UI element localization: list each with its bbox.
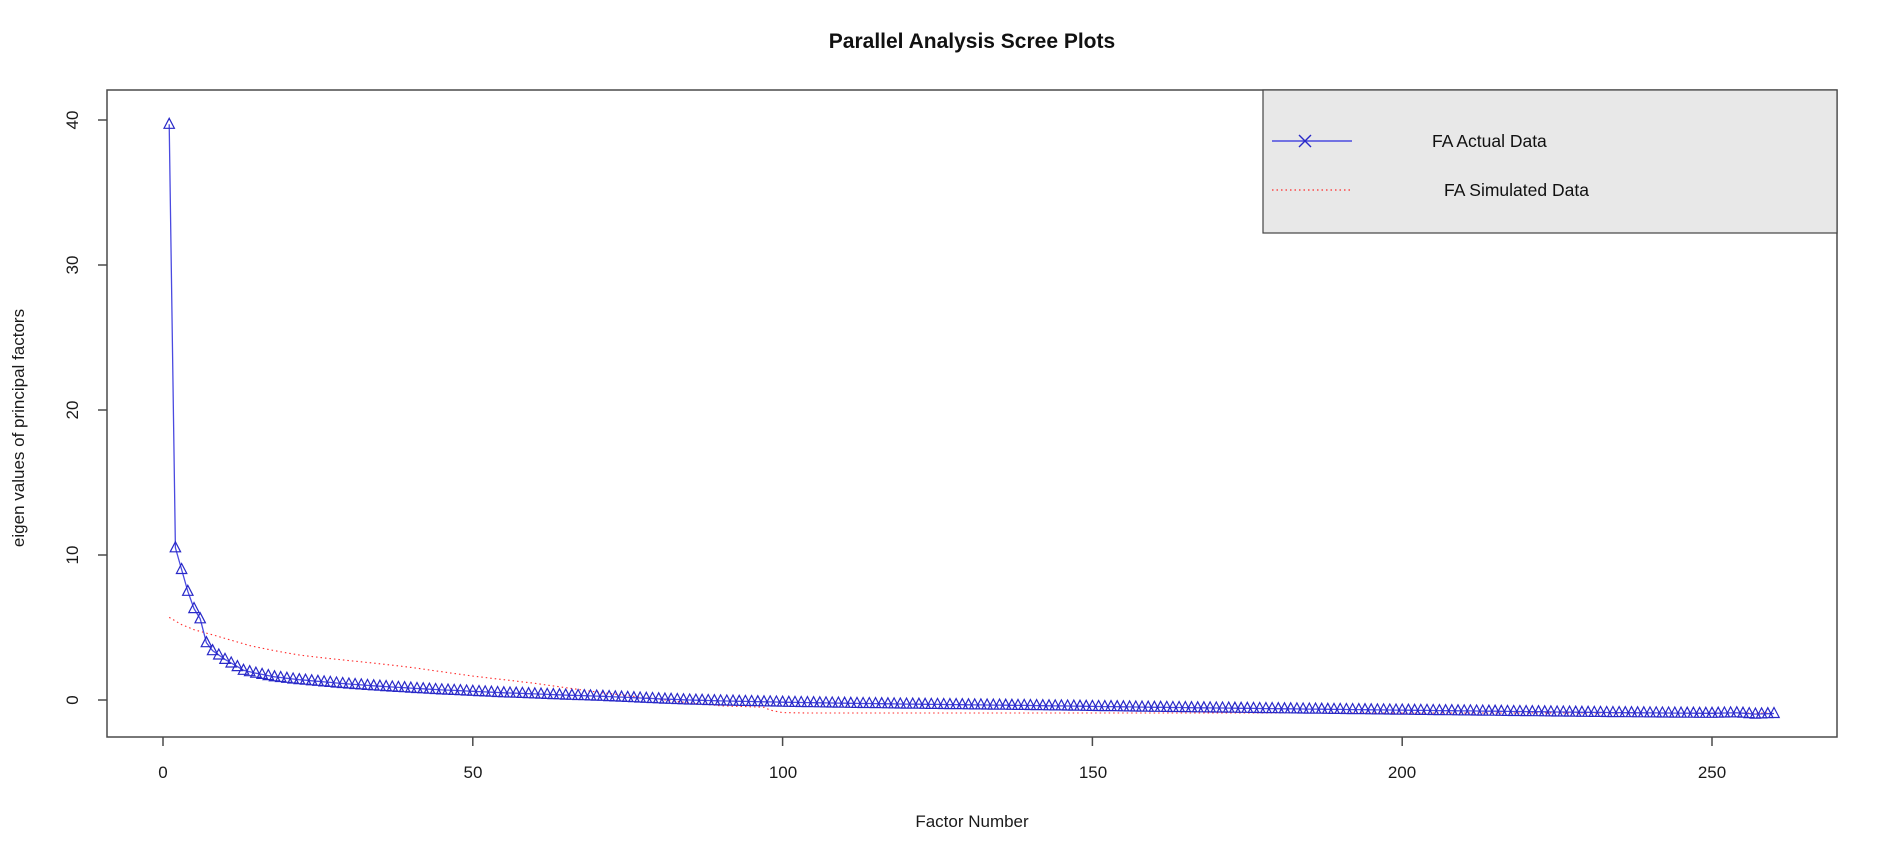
y-tick-30: 30 [63, 256, 82, 275]
legend-x-marker-icon [1298, 134, 1312, 148]
legend-label-actual: FA Actual Data [1432, 131, 1547, 151]
chart-title: Parallel Analysis Scree Plots [829, 30, 1115, 53]
x-tick-0: 0 [158, 763, 167, 782]
x-tick-50: 50 [464, 763, 483, 782]
legend: FA Actual Data FA Simulated Data [1262, 89, 1838, 234]
x-axis-label: Factor Number [915, 812, 1029, 831]
x-tick-150: 150 [1079, 763, 1107, 782]
y-tick-10: 10 [63, 546, 82, 565]
y-tick-20: 20 [63, 401, 82, 420]
axis-tick-marks [98, 119, 1713, 746]
y-tick-40: 40 [63, 111, 82, 130]
x-tick-200: 200 [1388, 763, 1416, 782]
plot-border-box [106, 89, 1838, 738]
x-tick-100: 100 [769, 763, 797, 782]
legend-box [1262, 89, 1838, 234]
fa-actual-triangle-markers [163, 116, 1781, 719]
y-axis-tick-labels: 0 10 20 30 40 [63, 111, 82, 705]
legend-label-simulated: FA Simulated Data [1444, 180, 1589, 200]
y-tick-0: 0 [63, 695, 82, 704]
x-tick-250: 250 [1698, 763, 1726, 782]
fa-simulated-data-series [168, 616, 1774, 714]
y-axis-label: eigen values of principal factors [9, 309, 28, 547]
fa-simulated-data-line [168, 616, 1774, 714]
x-axis-tick-labels: 0 50 100 150 200 250 [158, 763, 1726, 782]
fa-actual-data-series [163, 116, 1781, 719]
